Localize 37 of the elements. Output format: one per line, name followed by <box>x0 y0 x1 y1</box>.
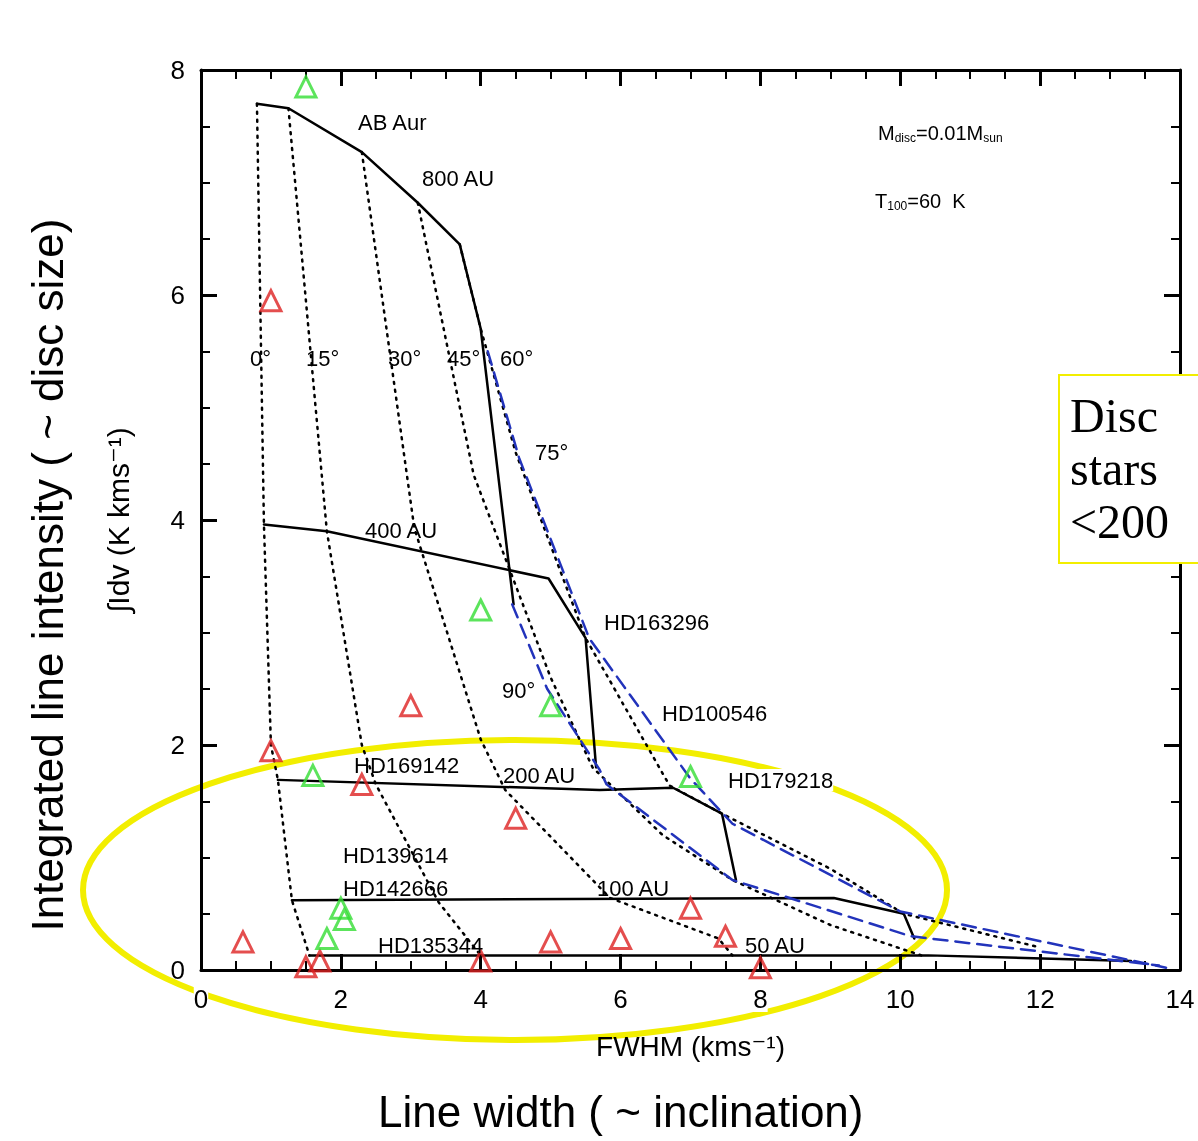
annotation: HD142666 <box>343 875 449 901</box>
annotation: HD169142 <box>354 752 460 778</box>
x-tick-label: 4 <box>473 984 488 1014</box>
y-tick-label: 0 <box>170 955 185 985</box>
x-tick-label: 8 <box>753 984 768 1014</box>
annotation: HD163296 <box>604 609 710 635</box>
annotation: HD135344 <box>378 932 484 958</box>
annotation: 90° <box>502 677 536 703</box>
annotation: Disc stars <200 <box>1058 374 1198 565</box>
x-tick-label: 6 <box>613 984 628 1014</box>
x-tick-label: 14 <box>1165 984 1195 1014</box>
annotation: 15° <box>306 345 340 371</box>
annotation: 0° <box>250 345 272 371</box>
y-tick-label: 8 <box>170 55 185 85</box>
annotation: 75° <box>535 439 569 465</box>
annotation: HD100546 <box>662 700 768 726</box>
annotation: 30° <box>388 345 422 371</box>
y-axis-title: ∫Idv (K kms⁻¹) <box>101 427 136 615</box>
annotation: 60° <box>500 345 534 371</box>
x-tick-label: 0 <box>193 984 209 1014</box>
annotation: HD139614 <box>343 842 449 868</box>
y-tick-label: 2 <box>170 730 185 760</box>
text: Integrated line intensity ( ~ disc size) <box>22 218 73 932</box>
x-tick-label: 12 <box>1025 984 1055 1014</box>
annotation: 800 AU <box>422 165 495 191</box>
y-tick-label: 6 <box>170 280 185 310</box>
annotation: 200 AU <box>503 762 576 788</box>
annotation: HD179218 <box>728 767 834 793</box>
text: Line width ( ~ inclination) <box>378 1087 864 1137</box>
annotation: AB Aur <box>358 109 427 135</box>
x-tick-label: 2 <box>333 984 349 1014</box>
y-tick-label: 4 <box>170 505 185 535</box>
annotation: 50 AU <box>745 932 805 958</box>
x-axis-title: FWHM (kms⁻¹) <box>596 1030 785 1062</box>
annotation: 100 AU <box>597 875 670 901</box>
x-tick-label: 10 <box>885 984 915 1014</box>
annotation: 45° <box>447 345 481 371</box>
